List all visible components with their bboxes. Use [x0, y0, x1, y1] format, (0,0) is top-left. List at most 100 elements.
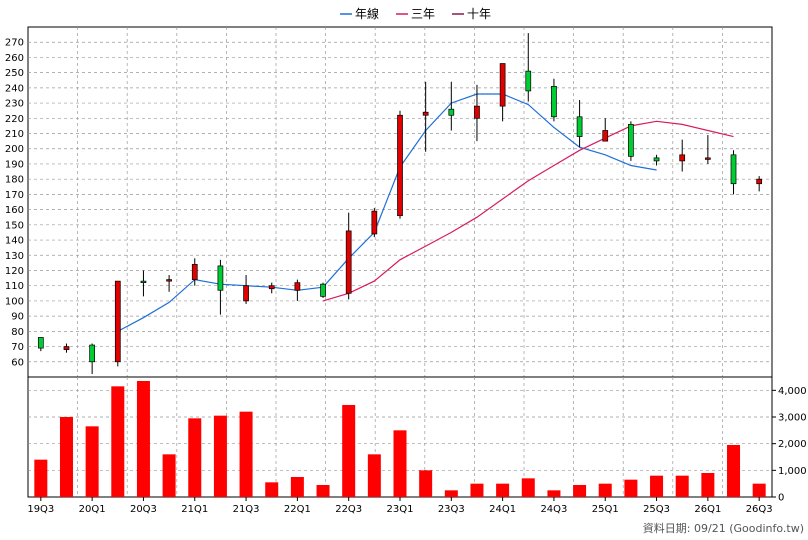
price-tick-label: 190: [5, 159, 24, 170]
x-tick-label: 19Q3: [27, 504, 54, 515]
price-tick-label: 180: [5, 175, 24, 186]
volume-bar: [59, 417, 73, 497]
price-tick-label: 170: [5, 190, 24, 201]
volume-bar: [290, 477, 304, 497]
candle-body: [89, 344, 95, 363]
candle: [730, 150, 737, 195]
volume-bar: [342, 405, 356, 497]
candle-body: [397, 114, 403, 217]
x-tick-label: 25Q3: [643, 504, 670, 515]
candle-body: [191, 264, 198, 280]
candle: [448, 81, 455, 131]
candlestick-series: [37, 33, 763, 374]
candle: [268, 282, 275, 294]
volume-tick-label: 1,000: [778, 466, 807, 477]
candle-body: [602, 130, 609, 142]
candle: [320, 282, 326, 298]
volume-bar: [162, 454, 176, 497]
data-date-label: 資料日期: 09/21: [642, 522, 726, 535]
volume-bar: [701, 473, 715, 497]
candle: [756, 176, 763, 192]
volume-bar: [598, 483, 612, 497]
x-tick-label: 26Q1: [694, 504, 721, 515]
volume-bar: [367, 454, 381, 497]
x-tick-label: 22Q1: [284, 504, 311, 515]
volume-bar: [624, 479, 638, 497]
price-tick-label: 60: [11, 357, 24, 368]
volume-bar: [470, 483, 484, 497]
volume-bar: [547, 490, 561, 497]
candle: [140, 270, 147, 297]
candle-body: [320, 283, 326, 297]
volume-bar: [265, 482, 279, 497]
candle: [89, 343, 95, 374]
x-tick-label: 23Q1: [387, 504, 414, 515]
candle-body: [217, 265, 224, 291]
x-tick-label: 25Q1: [592, 504, 619, 515]
x-tick-label: 21Q1: [181, 504, 208, 515]
candle: [345, 212, 352, 300]
candle: [474, 84, 480, 142]
x-tick-label: 21Q3: [233, 504, 260, 515]
candle-body: [371, 210, 378, 235]
volume-bar: [573, 485, 587, 497]
candle: [114, 280, 121, 367]
candle-body: [140, 280, 147, 283]
price-tick-label: 270: [5, 38, 24, 49]
price-tick-label: 140: [5, 236, 24, 247]
volume-bar: [675, 475, 689, 497]
volume-bar: [444, 490, 458, 497]
price-tick-label: 200: [5, 144, 24, 155]
candle-body: [448, 108, 455, 116]
candle-body: [268, 285, 275, 290]
x-tick-label: 20Q3: [130, 504, 157, 515]
candle: [397, 110, 403, 219]
candle: [191, 258, 198, 286]
price-tick-label: 70: [11, 342, 24, 353]
candle: [705, 135, 711, 164]
volume-bars: [34, 381, 766, 497]
legend: 年線 三年 十年: [340, 6, 491, 21]
candle-body: [243, 285, 249, 302]
moving-average-lines: [117, 93, 734, 332]
price-tick-label: 100: [5, 296, 24, 307]
candle-body: [705, 157, 711, 160]
source-label: (Goodinfo.tw): [729, 522, 804, 535]
candle-body: [422, 111, 429, 116]
footer: 資料日期: 09/21 (Goodinfo.tw): [643, 520, 804, 536]
candle-body: [114, 280, 121, 363]
candle: [217, 259, 224, 315]
candle-body: [628, 124, 634, 157]
volume-bar: [316, 485, 330, 497]
volume-tick-label: 4,000: [778, 386, 807, 397]
volume-bar: [521, 478, 535, 497]
volume-bar: [136, 381, 150, 497]
candle-body: [551, 85, 557, 118]
volume-bar: [752, 483, 766, 497]
price-axis: 60 70 80 90 100 110 120 130 140 150 160 170 180 190 20…: [5, 38, 24, 369]
x-tick-label: 23Q3: [438, 504, 465, 515]
volume-bar: [419, 470, 433, 497]
candle-body: [294, 282, 301, 291]
price-tick-label: 130: [5, 251, 24, 262]
price-tick-label: 120: [5, 266, 24, 277]
candle: [371, 208, 378, 237]
x-tick-label: 24Q1: [489, 504, 516, 515]
candle-body: [474, 105, 480, 119]
candle-body: [653, 157, 660, 162]
x-tick-label: 20Q1: [79, 504, 106, 515]
price-tick-label: 160: [5, 205, 24, 216]
candle-body: [525, 70, 532, 92]
series-line-1: [322, 120, 734, 302]
legend-label-1: 三年: [411, 7, 435, 21]
volume-tick-label: 0: [778, 493, 784, 504]
volume-tick-label: 3,000: [778, 413, 807, 424]
candle: [525, 33, 532, 102]
legend-label-2: 十年: [467, 7, 491, 21]
price-tick-label: 90: [11, 312, 24, 323]
volume-axis: 0 1,000 2,000 3,000 4,000: [772, 386, 807, 504]
candle: [37, 337, 44, 352]
volume-bar: [393, 430, 407, 497]
candle-body: [576, 116, 583, 137]
